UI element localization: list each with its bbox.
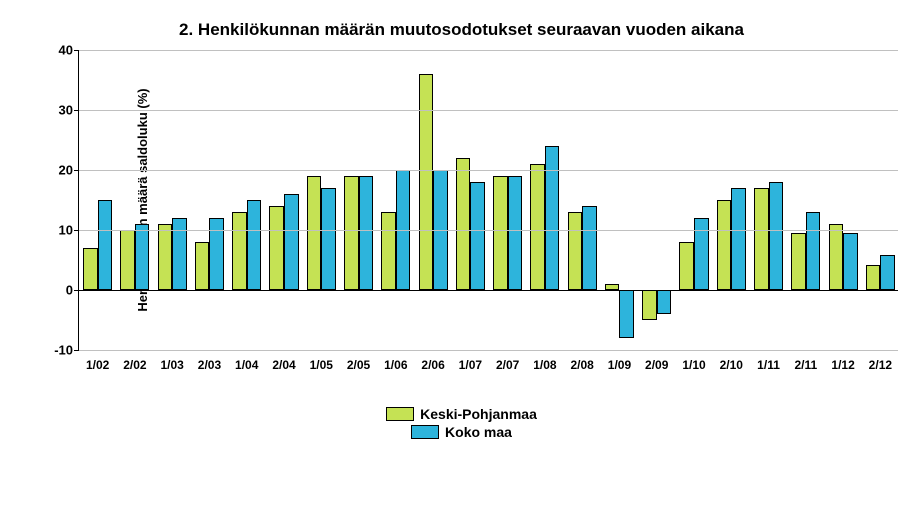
legend-swatch: [411, 425, 439, 439]
gridline: [79, 350, 898, 351]
x-tick-label: 1/03: [160, 358, 183, 372]
legend-label: Keski-Pohjanmaa: [420, 406, 537, 422]
x-tick-label: 2/04: [272, 358, 295, 372]
bar: [582, 206, 597, 290]
x-tick-label: 2/11: [794, 358, 817, 372]
y-tick-mark: [74, 50, 79, 51]
bar: [694, 218, 709, 290]
y-tick-label: 0: [39, 283, 73, 298]
chart-container: 2. Henkilökunnan määrän muutosodotukset …: [0, 0, 923, 519]
x-tick-label: 1/04: [235, 358, 258, 372]
bar: [135, 224, 150, 290]
y-tick-label: 40: [39, 43, 73, 58]
x-tick-label: 1/08: [533, 358, 556, 372]
legend-item: Keski-Pohjanmaa: [386, 406, 537, 422]
bar: [791, 233, 806, 290]
x-tick-label: 2/06: [421, 358, 444, 372]
gridline: [79, 170, 898, 171]
gridline: [79, 50, 898, 51]
bar: [470, 182, 485, 290]
bar: [843, 233, 858, 290]
bar: [754, 188, 769, 290]
x-tick-label: 2/02: [123, 358, 146, 372]
bar: [381, 212, 396, 290]
bar: [545, 146, 560, 290]
bar: [195, 242, 210, 290]
legend-label: Koko maa: [445, 424, 512, 440]
x-tick-label: 2/05: [347, 358, 370, 372]
bar: [530, 164, 545, 290]
bar: [209, 218, 224, 290]
bar: [717, 200, 732, 290]
y-tick-mark: [74, 170, 79, 171]
x-tick-label: 1/02: [86, 358, 109, 372]
x-tick-label: 1/10: [682, 358, 705, 372]
gridline: [79, 230, 898, 231]
bar: [829, 224, 844, 290]
bar: [619, 290, 634, 338]
y-tick-label: 10: [39, 223, 73, 238]
bar: [568, 212, 583, 290]
y-tick-label: 20: [39, 163, 73, 178]
legend-item: Koko maa: [411, 424, 512, 440]
legend: Keski-Pohjanmaa Koko maa: [20, 406, 903, 440]
x-tick-label: 2/12: [869, 358, 892, 372]
bar: [232, 212, 247, 290]
bar: [98, 200, 113, 290]
bar: [657, 290, 672, 314]
bar: [419, 74, 434, 290]
y-tick-mark: [74, 230, 79, 231]
bar: [269, 206, 284, 290]
bar: [344, 176, 359, 290]
bars-area: 1/022/021/032/031/042/041/052/051/062/06…: [79, 50, 898, 350]
bar: [679, 242, 694, 290]
y-tick-mark: [74, 350, 79, 351]
x-tick-label: 2/10: [720, 358, 743, 372]
bar: [120, 230, 135, 290]
x-tick-label: 2/09: [645, 358, 668, 372]
x-tick-label: 1/09: [608, 358, 631, 372]
bar: [158, 224, 173, 290]
bar: [642, 290, 657, 320]
bar: [731, 188, 746, 290]
bar: [247, 200, 262, 290]
bar: [493, 176, 508, 290]
bar: [321, 188, 336, 290]
x-tick-label: 2/08: [570, 358, 593, 372]
bar: [880, 255, 895, 290]
bar: [83, 248, 98, 290]
x-tick-label: 1/07: [459, 358, 482, 372]
chart-title: 2. Henkilökunnan määrän muutosodotukset …: [20, 20, 903, 40]
bar: [359, 176, 374, 290]
bar: [456, 158, 471, 290]
x-tick-label: 1/06: [384, 358, 407, 372]
x-tick-label: 1/05: [310, 358, 333, 372]
gridline: [79, 290, 898, 291]
y-tick-label: -10: [39, 343, 73, 358]
x-tick-label: 1/11: [757, 358, 780, 372]
x-tick-label: 2/07: [496, 358, 519, 372]
gridline: [79, 110, 898, 111]
legend-swatch: [386, 407, 414, 421]
bar: [284, 194, 299, 290]
bar: [769, 182, 784, 290]
x-tick-label: 1/12: [831, 358, 854, 372]
plot-area: Henkilökunnan määrä saldoluku (%) 1/022/…: [78, 50, 898, 350]
bar: [508, 176, 523, 290]
bar: [806, 212, 821, 290]
y-tick-mark: [74, 110, 79, 111]
bar: [172, 218, 187, 290]
bar: [866, 265, 881, 290]
y-tick-label: 30: [39, 103, 73, 118]
y-tick-mark: [74, 290, 79, 291]
x-tick-label: 2/03: [198, 358, 221, 372]
bar: [307, 176, 322, 290]
